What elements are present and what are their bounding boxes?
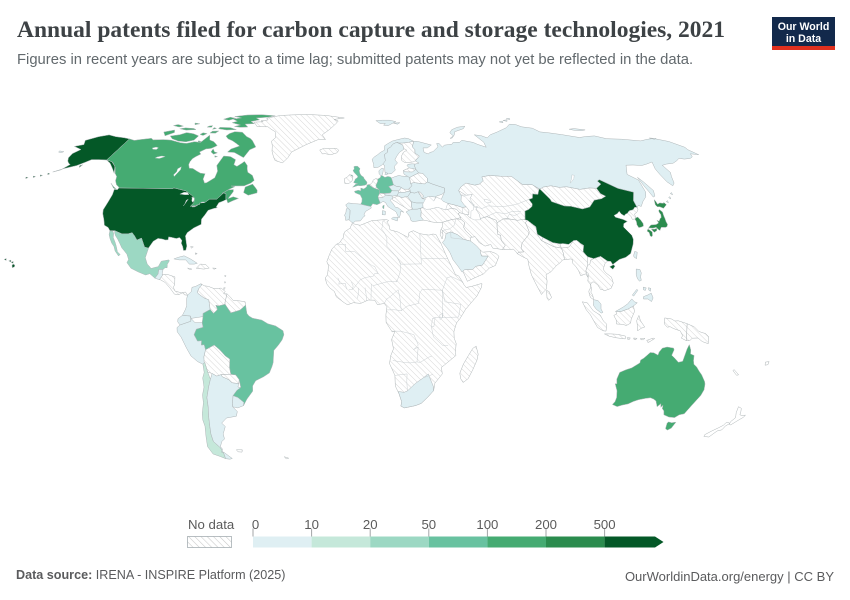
svg-text:50: 50 <box>421 517 436 532</box>
svg-text:200: 200 <box>535 517 557 532</box>
svg-text:No data: No data <box>188 517 235 532</box>
svg-text:100: 100 <box>476 517 498 532</box>
svg-text:500: 500 <box>594 517 616 532</box>
svg-text:10: 10 <box>304 517 319 532</box>
svg-text:0: 0 <box>252 517 259 532</box>
svg-text:20: 20 <box>363 517 378 532</box>
